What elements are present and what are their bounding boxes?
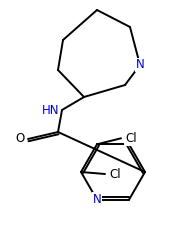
Text: N: N (93, 193, 101, 206)
Text: O: O (16, 132, 25, 146)
Text: Cl: Cl (109, 168, 121, 180)
Text: HN: HN (41, 103, 59, 117)
Text: N: N (136, 58, 144, 72)
Text: Cl: Cl (125, 132, 137, 145)
